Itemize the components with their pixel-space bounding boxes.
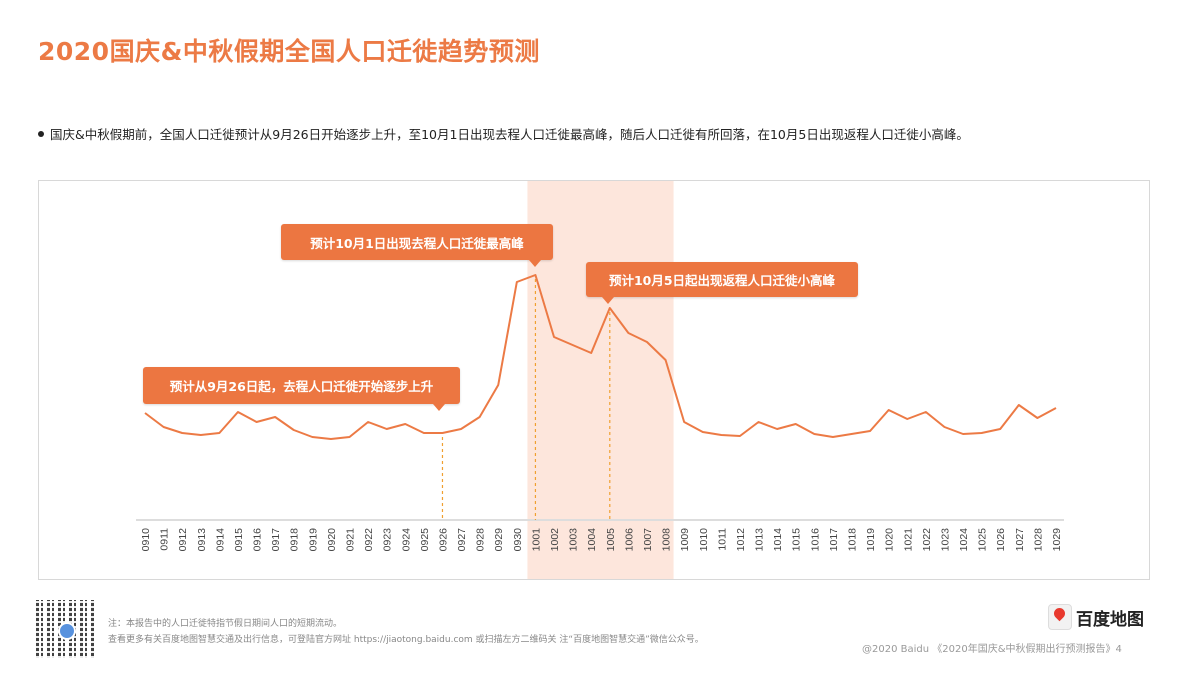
summary-text: 国庆&中秋假期前，全国人口迁徙预计从9月26日开始逐步上升，至10月1日出现去程… (50, 127, 969, 142)
x-tick-label: 0927 (456, 528, 468, 552)
baidu-map-logo: 百度地图 (1048, 604, 1144, 630)
x-tick-label: 1016 (809, 528, 821, 552)
x-tick-label: 0910 (140, 528, 152, 552)
x-tick-label: 0912 (177, 528, 189, 552)
x-tick-label: 1017 (828, 528, 840, 552)
x-tick-label: 0922 (363, 528, 375, 552)
x-tick-label: 1024 (958, 528, 970, 552)
series-line (144, 274, 1057, 440)
x-tick-label: 0918 (289, 528, 301, 552)
x-tick-label: 1028 (1032, 528, 1044, 552)
summary: 国庆&中秋假期前，全国人口迁徙预计从9月26日开始逐步上升，至10月1日出现去程… (38, 124, 969, 143)
x-tick-label: 0929 (493, 528, 505, 552)
x-tick-label: 1025 (977, 528, 989, 552)
x-tick-label: 1004 (586, 528, 598, 552)
footer-credit: @2020 Baidu 《2020年国庆&中秋假期出行预测报告》4 (862, 644, 1122, 655)
qr-logo-icon (58, 622, 76, 640)
x-tick-label: 1003 (568, 528, 580, 552)
x-tick-label: 1022 (921, 528, 933, 552)
x-tick-label: 0923 (382, 528, 394, 552)
annotation-start-text: 预计从9月26日起，去程人口迁徙开始逐步上升 (169, 379, 434, 394)
x-tick-label: 1006 (623, 528, 635, 552)
x-tick-label: 0930 (512, 528, 524, 552)
x-tick-label: 1001 (530, 528, 542, 552)
x-tick-label: 1010 (698, 528, 710, 552)
x-tick-label: 0926 (437, 528, 449, 552)
x-tick-label: 1012 (735, 528, 747, 552)
annotation-start: 预计从9月26日起，去程人口迁徙开始逐步上升 (143, 367, 460, 404)
x-tick-label: 0914 (214, 528, 226, 552)
x-tick-label: 0911 (159, 528, 171, 551)
x-tick-label: 0928 (475, 528, 487, 552)
x-tick-label: 0920 (326, 528, 338, 552)
footer-info: 查看更多有关百度地图智慧交通及出行信息，可登陆官方网址 https://jiao… (108, 635, 704, 645)
x-tick-label: 1007 (642, 528, 654, 552)
x-tick-label: 1002 (549, 528, 561, 552)
x-tick-label: 0913 (196, 528, 208, 552)
annotation-return: 预计10月5日起出现返程人口迁徙小高峰 (586, 262, 858, 297)
x-tick-label: 1015 (791, 528, 803, 552)
x-tick-label: 1023 (939, 528, 951, 552)
x-tick-label: 0925 (419, 528, 431, 552)
annotation-peak: 预计10月1日出现去程人口迁徙最高峰 (281, 224, 553, 260)
x-tick-label: 1021 (902, 528, 914, 552)
x-tick-label: 1020 (884, 528, 896, 552)
qr-code[interactable] (36, 600, 94, 658)
annotation-peak-text: 预计10月1日出现去程人口迁徙最高峰 (310, 235, 524, 251)
x-tick-label: 0916 (252, 528, 264, 552)
map-pin-icon (1048, 604, 1072, 630)
x-tick-label: 1013 (754, 528, 766, 552)
x-tick-label: 1026 (995, 528, 1007, 552)
x-tick-label: 1009 (679, 528, 691, 552)
x-tick-label: 1029 (1051, 528, 1063, 552)
x-tick-label: 1008 (661, 528, 673, 552)
annotation-return-text: 预计10月5日起出现返程人口迁徙小高峰 (608, 273, 836, 288)
page-title: 2020国庆&中秋假期全国人口迁徙趋势预测 (38, 37, 540, 66)
x-tick-label: 0924 (400, 528, 412, 552)
bullet-icon (38, 130, 44, 137)
chart-frame (38, 180, 1150, 580)
x-tick-label: 1018 (846, 528, 858, 552)
x-tick-label: 1027 (1014, 528, 1026, 552)
x-tick-label: 0915 (233, 528, 245, 552)
x-tick-label: 0917 (270, 528, 282, 552)
x-tick-label: 0919 (307, 528, 319, 552)
x-tick-label: 0921 (345, 528, 357, 552)
x-tick-label: 1005 (605, 528, 617, 552)
x-tick-label: 1014 (772, 528, 784, 552)
x-tick-label: 1019 (865, 528, 877, 552)
x-tick-label: 1011 (716, 528, 728, 551)
logo-text: 百度地图 (1076, 609, 1144, 630)
footer-note: 注：本报告中的人口迁徙特指节假日期间人口的短期流动。 (108, 619, 343, 629)
